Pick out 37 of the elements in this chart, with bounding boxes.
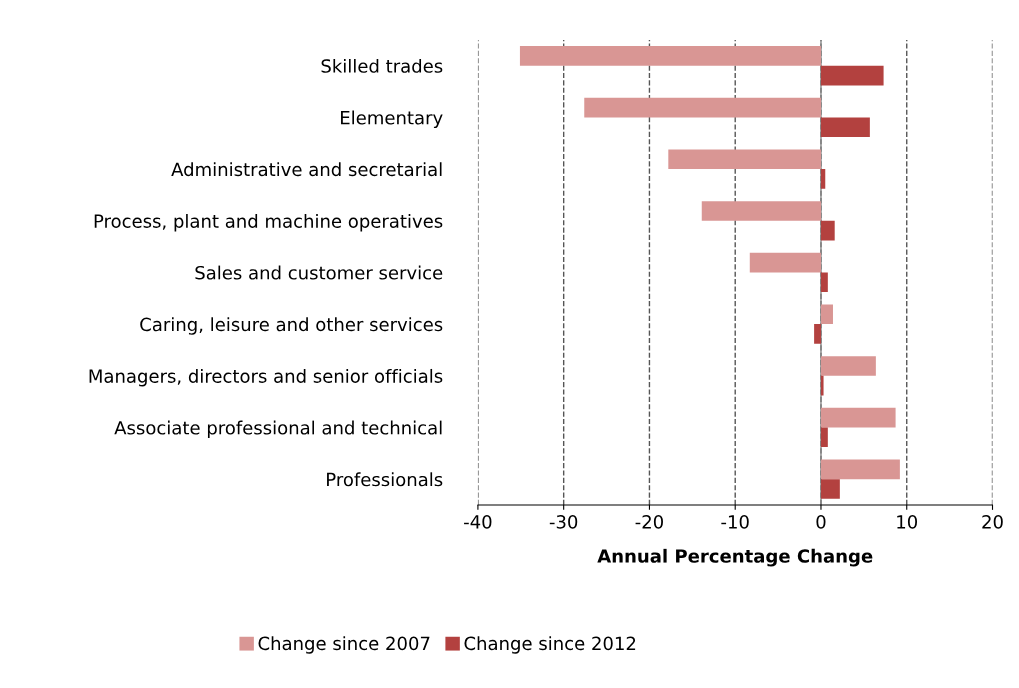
- bar: [749, 252, 821, 273]
- bar: [820, 459, 900, 480]
- y-tick-label: Elementary: [341, 110, 443, 129]
- bar: [820, 375, 824, 396]
- x-tick-label: -20: [635, 515, 663, 529]
- bar: [668, 149, 821, 170]
- y-tick-label: Caring, leisure and other services: [140, 317, 443, 335]
- bar: [820, 65, 884, 86]
- bar: [519, 46, 821, 66]
- x-tick-label: 0: [816, 515, 826, 529]
- bar: [820, 304, 833, 325]
- x-tick-label: 10: [897, 515, 918, 529]
- bar: [701, 201, 821, 221]
- x-tick-label: -40: [464, 515, 492, 529]
- legend-label: Change since 2012: [464, 636, 636, 654]
- y-tick-label: Sales and customer service: [195, 265, 443, 280]
- bar: [820, 169, 826, 189]
- y-tick-label: Professionals: [327, 472, 443, 487]
- y-tick-label: Skilled trades: [321, 58, 443, 73]
- x-tick-label: -10: [721, 515, 749, 529]
- y-tick-label: Managers, directors and senior officials: [89, 368, 443, 387]
- y-tick-label: Administrative and secretarial: [171, 162, 442, 177]
- bar: [820, 356, 876, 376]
- bar: [820, 117, 870, 138]
- bar: [820, 220, 835, 241]
- y-tick-label: Associate professional and technical: [114, 420, 442, 439]
- y-tick-label: Process, plant and machine operatives: [94, 213, 443, 232]
- bar: [820, 479, 840, 499]
- bar: [820, 272, 828, 293]
- x-tick-label: 20: [982, 515, 1003, 529]
- bar: [814, 324, 821, 344]
- bar: [820, 407, 896, 428]
- x-axis-title: Annual Percentage Change: [597, 548, 873, 567]
- x-tick-label: -30: [549, 515, 578, 529]
- legend-label: Change since 2007: [258, 636, 430, 654]
- bar: [584, 97, 821, 118]
- bar: [820, 427, 828, 448]
